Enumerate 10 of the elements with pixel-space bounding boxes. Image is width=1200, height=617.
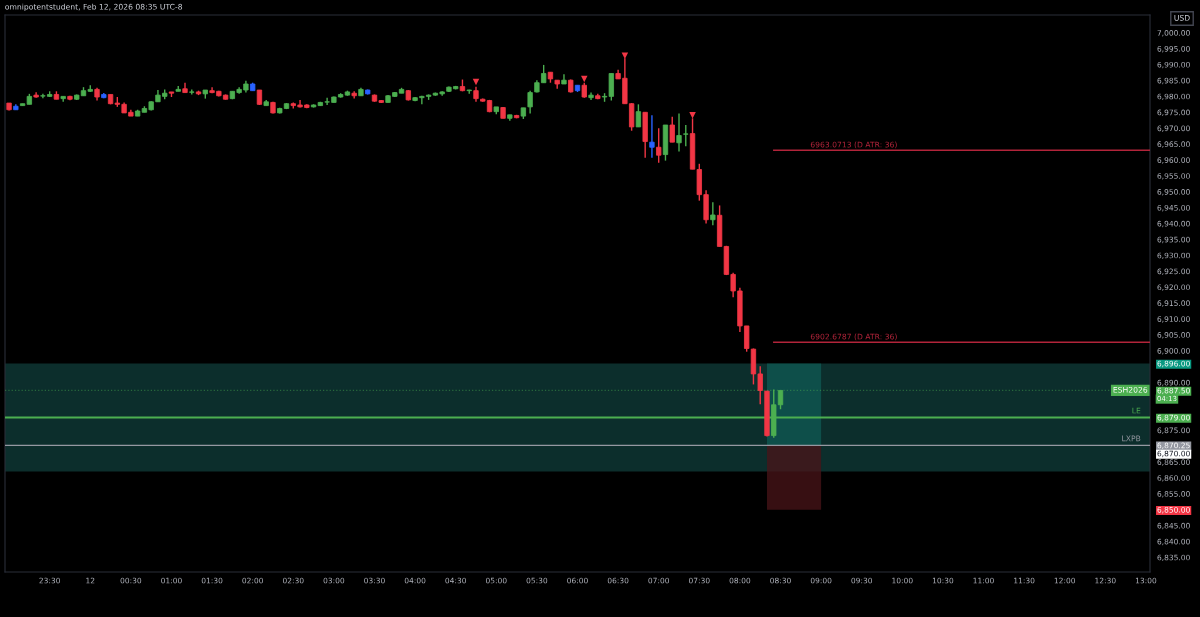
candlestick [710, 201, 716, 226]
candlestick [669, 116, 675, 143]
point [581, 75, 588, 83]
candlestick [649, 114, 655, 159]
candlestick [676, 112, 682, 153]
point [621, 52, 629, 59]
candlestick [656, 127, 662, 164]
candlestick [635, 103, 642, 128]
candlestick [351, 90, 357, 100]
candlestick [683, 124, 689, 147]
